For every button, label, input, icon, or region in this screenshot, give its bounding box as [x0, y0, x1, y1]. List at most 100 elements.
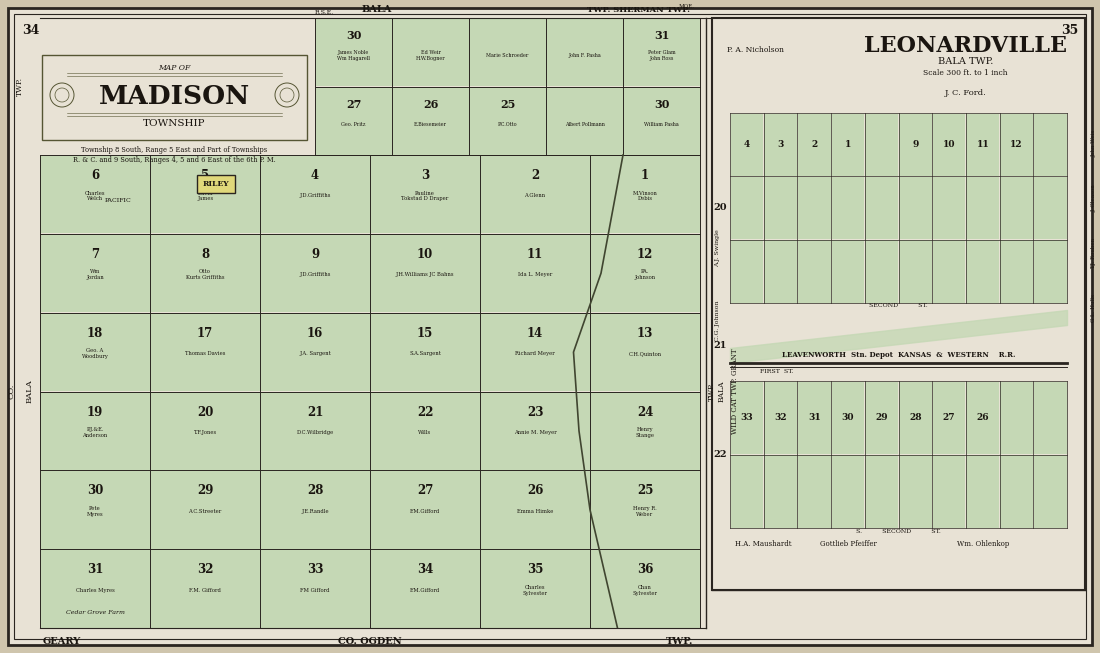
Bar: [866, 381, 898, 454]
Bar: [764, 114, 796, 176]
Text: Geo. Pritz: Geo. Pritz: [341, 121, 365, 127]
Bar: [151, 155, 260, 233]
Bar: [624, 87, 700, 155]
Text: 5: 5: [201, 169, 209, 182]
Bar: [832, 381, 865, 454]
Bar: [481, 155, 590, 233]
Text: 31: 31: [653, 30, 669, 41]
Bar: [481, 234, 590, 312]
Bar: [261, 471, 370, 549]
Text: Thomas Davies: Thomas Davies: [185, 351, 226, 356]
Text: 25: 25: [637, 485, 653, 498]
Text: 33: 33: [740, 413, 754, 422]
Bar: [151, 471, 260, 549]
Text: 30: 30: [842, 413, 855, 422]
Text: 10: 10: [943, 140, 955, 149]
Text: Richard Meyer: Richard Meyer: [515, 351, 554, 356]
Text: 19: 19: [87, 406, 103, 419]
Text: A.Glenn: A.Glenn: [525, 193, 546, 199]
Text: 29: 29: [876, 413, 888, 422]
Text: R. & C. and 9 South, Ranges 4, 5 and 6 East of the 6th P. M.: R. & C. and 9 South, Ranges 4, 5 and 6 E…: [73, 156, 276, 164]
Text: 13: 13: [637, 326, 653, 340]
Bar: [591, 550, 700, 628]
Text: 11: 11: [977, 140, 989, 149]
Text: David
James: David James: [197, 191, 213, 201]
Bar: [933, 240, 966, 302]
Bar: [1000, 177, 1033, 239]
Bar: [1034, 455, 1067, 528]
Bar: [151, 550, 260, 628]
Bar: [1000, 114, 1033, 176]
Text: 11: 11: [527, 248, 543, 261]
Text: 36: 36: [637, 563, 653, 576]
Text: T.F.Jones: T.F.Jones: [194, 430, 217, 435]
Text: 32: 32: [774, 413, 786, 422]
Bar: [481, 313, 590, 391]
Text: Albert Pollmann: Albert Pollmann: [564, 121, 604, 127]
Bar: [41, 550, 150, 628]
Bar: [41, 471, 150, 549]
Text: 16: 16: [307, 326, 323, 340]
Bar: [764, 177, 796, 239]
Text: TOWNSHIP: TOWNSHIP: [143, 118, 206, 127]
Bar: [371, 550, 480, 628]
Bar: [933, 177, 966, 239]
Text: 35: 35: [1060, 24, 1078, 37]
Text: TWP. SHERMAN TWP.: TWP. SHERMAN TWP.: [587, 6, 690, 14]
Text: 34: 34: [417, 563, 433, 576]
Bar: [1034, 381, 1067, 454]
Bar: [470, 87, 546, 155]
Text: BALA TWP.: BALA TWP.: [938, 57, 993, 67]
Bar: [899, 240, 932, 302]
Text: 27: 27: [943, 413, 955, 422]
Text: 8: 8: [201, 248, 209, 261]
Text: H.A. Maushardt: H.A. Maushardt: [736, 540, 792, 548]
Bar: [261, 550, 370, 628]
Text: 14: 14: [527, 326, 543, 340]
Bar: [712, 18, 1085, 590]
Text: FM Gifford: FM Gifford: [300, 588, 330, 593]
Text: Henry
Stange: Henry Stange: [636, 427, 654, 438]
Bar: [591, 471, 700, 549]
Text: FIRST  ST.: FIRST ST.: [760, 369, 793, 374]
Text: C.G. Johnson: C.G. Johnson: [715, 300, 720, 341]
Text: 12: 12: [637, 248, 653, 261]
Text: Charles
Sylvester: Charles Sylvester: [522, 584, 548, 596]
Bar: [316, 18, 392, 86]
Bar: [899, 455, 932, 528]
Circle shape: [50, 83, 74, 107]
Bar: [967, 455, 999, 528]
Bar: [866, 114, 898, 176]
Bar: [261, 155, 370, 233]
Bar: [967, 381, 999, 454]
Bar: [481, 392, 590, 470]
Text: 4: 4: [744, 140, 750, 149]
Text: BALA: BALA: [26, 379, 34, 404]
Text: 32: 32: [197, 563, 213, 576]
Bar: [798, 455, 830, 528]
Text: 33: 33: [307, 563, 323, 576]
Text: 26: 26: [422, 99, 438, 110]
Text: 31: 31: [87, 563, 103, 576]
Bar: [730, 240, 763, 302]
Bar: [151, 392, 260, 470]
Text: 30: 30: [345, 30, 361, 41]
Text: J.D.Griffiths: J.D.Griffiths: [299, 193, 331, 199]
Text: 2: 2: [811, 140, 817, 149]
Text: 30: 30: [87, 485, 103, 498]
Text: BALA: BALA: [362, 5, 392, 14]
Bar: [798, 240, 830, 302]
Text: A.J. Swingle: A.J. Swingle: [715, 229, 720, 267]
Bar: [712, 590, 1085, 635]
Text: J. C. Ford.: J. C. Ford.: [945, 89, 987, 97]
Text: LEAVENWORTH  Stn. Depot  KANSAS  &  WESTERN    R.R.: LEAVENWORTH Stn. Depot KANSAS & WESTERN …: [782, 351, 1015, 359]
Bar: [261, 392, 370, 470]
Text: Township 8 South, Range 5 East and Part of Townships: Township 8 South, Range 5 East and Part …: [81, 146, 267, 154]
Text: 25: 25: [499, 99, 515, 110]
Text: TWP.: TWP.: [16, 77, 24, 96]
Bar: [316, 87, 392, 155]
Bar: [764, 240, 796, 302]
Text: F.M.Gifford: F.M.Gifford: [410, 588, 440, 593]
Text: Gottlieb Pfeiffer: Gottlieb Pfeiffer: [820, 540, 877, 548]
Bar: [899, 381, 932, 454]
